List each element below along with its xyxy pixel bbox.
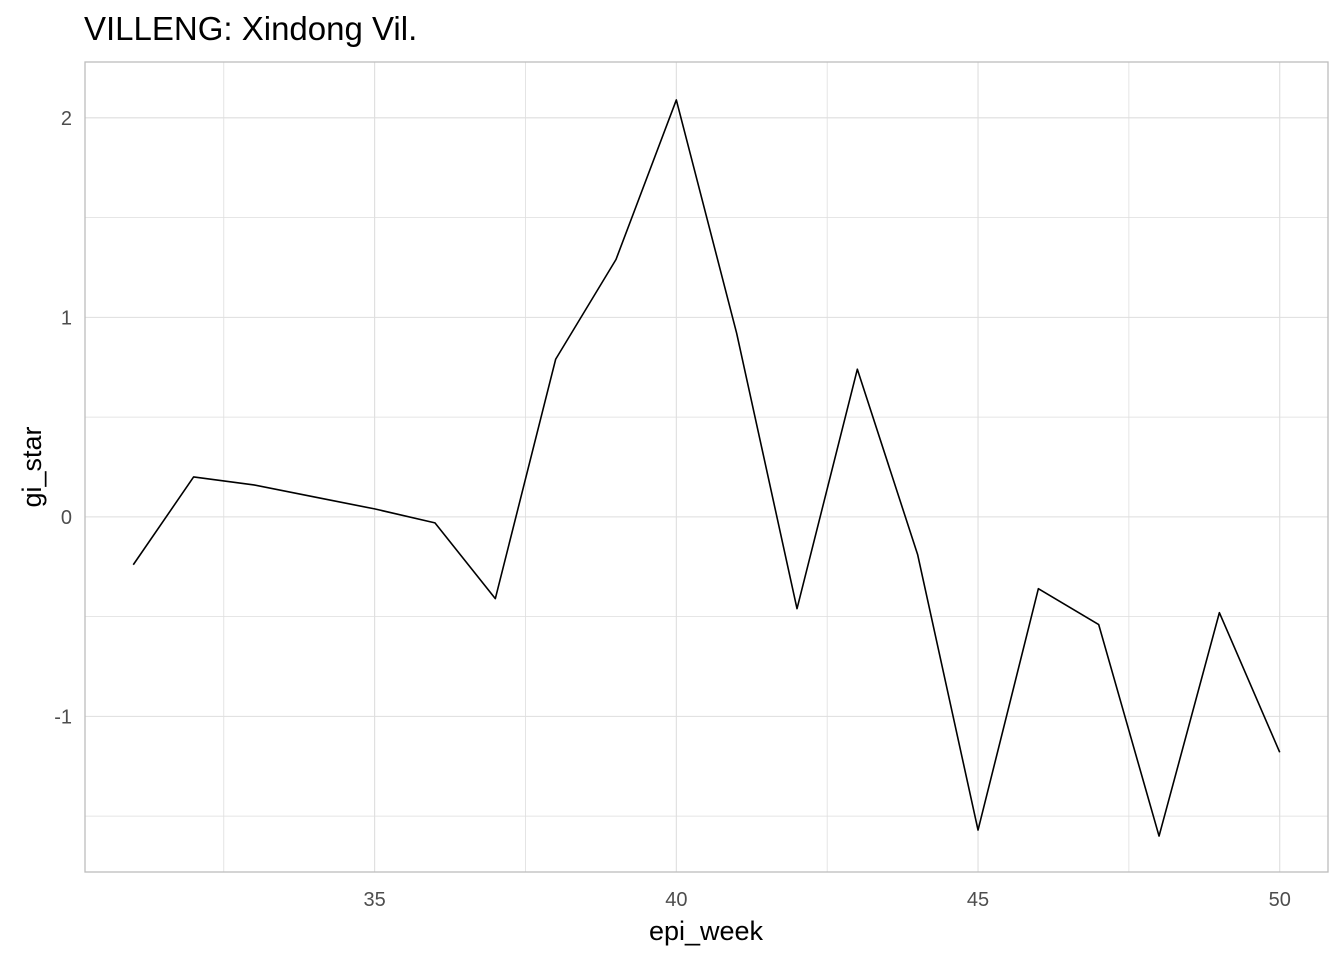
y-tick-label: 1: [61, 307, 72, 329]
x-tick-label: 50: [1269, 889, 1291, 911]
panel-border: [84, 61, 1329, 873]
grid-lines: [85, 62, 1328, 872]
x-tick-label: 45: [967, 889, 989, 911]
data-series: [132, 99, 1281, 837]
y-tick-label: 2: [61, 108, 72, 130]
tick-labels: 35 40 45 50 -1 0 1 2: [54, 108, 1291, 911]
x-tick-label: 35: [364, 889, 386, 911]
y-axis-title: gi_star: [17, 426, 47, 507]
x-axis-title: epi_week: [649, 916, 764, 946]
series-line: [132, 99, 1281, 837]
y-tick-label: 0: [61, 507, 72, 529]
chart-title: VILLENG: Xindong Vil.: [84, 10, 418, 47]
y-tick-label: -1: [54, 706, 72, 728]
x-tick-label: 40: [665, 889, 687, 911]
